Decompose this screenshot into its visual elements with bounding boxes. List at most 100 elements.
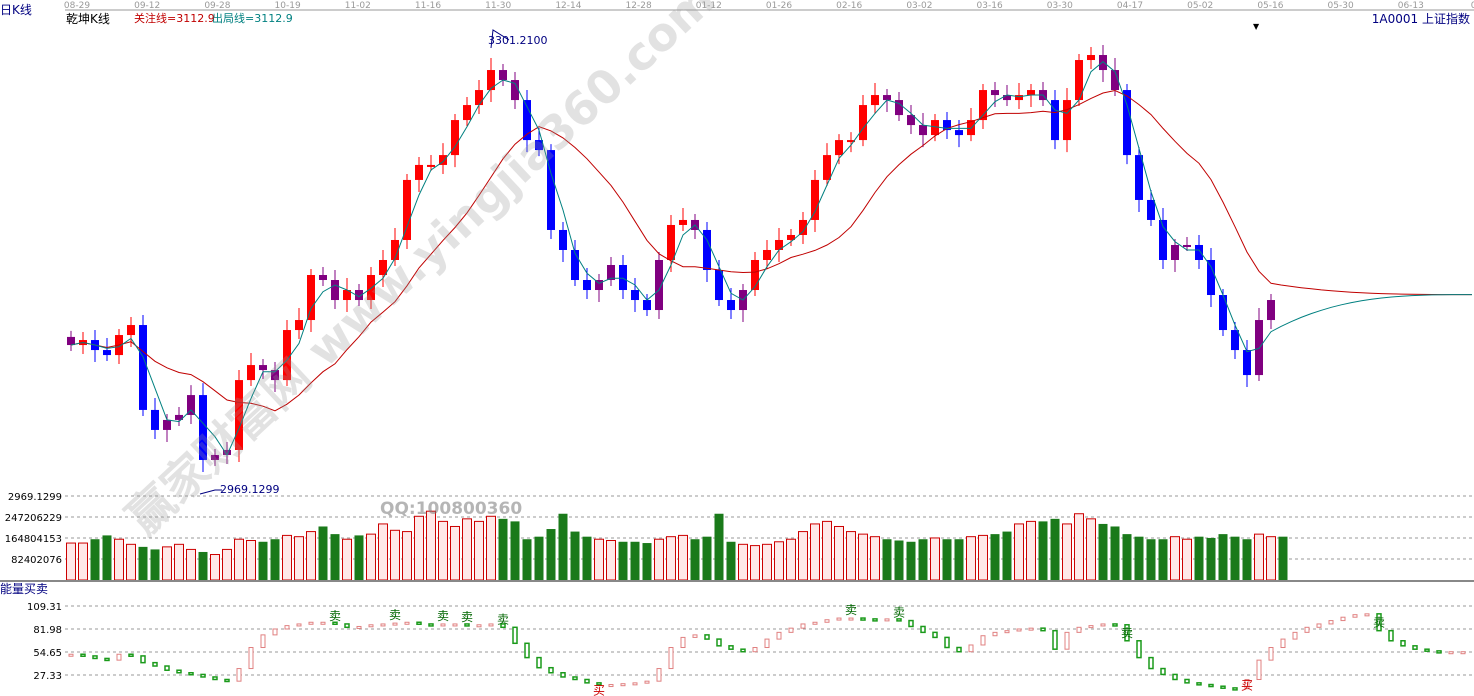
volume-bar <box>78 542 88 581</box>
energy-bar <box>1376 613 1382 632</box>
volume-bar <box>498 518 508 580</box>
candle-body <box>415 164 423 180</box>
volume-bar <box>1170 536 1180 581</box>
candle-body <box>883 95 891 101</box>
volume-bar <box>390 529 400 581</box>
date-tick-label: 09-12 <box>134 1 160 11</box>
volume-bar <box>1134 536 1144 580</box>
energy-bar <box>1148 656 1154 670</box>
energy-bar <box>692 634 698 638</box>
date-tick-label: 05-16 <box>1257 1 1283 11</box>
volume-bar <box>942 539 952 580</box>
candle-body <box>511 80 519 101</box>
candle-body <box>163 419 171 430</box>
volume-bar <box>1098 523 1108 580</box>
volume-bar <box>858 533 868 581</box>
energy-bar <box>1328 620 1334 625</box>
candle-body <box>403 179 411 240</box>
volume-bar <box>786 538 796 581</box>
energy-bar <box>836 617 842 621</box>
candle-body <box>139 325 147 410</box>
volume-bar <box>894 540 904 580</box>
date-tick-label: 11-02 <box>345 1 371 11</box>
candle-body <box>1051 100 1059 141</box>
energy-bar <box>716 638 722 647</box>
candle-body <box>151 409 159 430</box>
candle-body <box>535 140 543 151</box>
volume-bar <box>1206 537 1216 580</box>
volume-bar <box>966 536 976 581</box>
volume-bar <box>594 538 604 581</box>
energy-bar <box>776 631 782 640</box>
candle-body <box>1111 70 1119 91</box>
candle-body <box>1135 155 1143 200</box>
volume-bar <box>1086 518 1096 581</box>
volume-bar <box>1110 526 1120 580</box>
candle-body <box>799 219 807 235</box>
energy-bar <box>1244 678 1250 690</box>
volume-bar <box>834 525 844 581</box>
date-tick-label: 11-16 <box>415 1 441 11</box>
energy-bar <box>932 631 938 639</box>
candle-body <box>103 350 111 356</box>
candle-body <box>715 270 723 301</box>
energy-bar <box>884 618 890 622</box>
energy-bar <box>644 680 650 684</box>
triangle-down-icon[interactable]: ▼ <box>1253 22 1260 31</box>
volume-bar <box>534 536 544 580</box>
candle-body <box>463 105 471 121</box>
energy-bar <box>140 655 146 664</box>
volume-bar <box>66 542 76 581</box>
candle-body <box>619 265 627 291</box>
candle-body <box>271 370 279 381</box>
candle-body <box>847 140 855 143</box>
energy-bar <box>968 644 974 653</box>
date-tick-label: 12-14 <box>555 1 581 11</box>
candle-body <box>127 325 135 336</box>
energy-bar <box>1028 627 1034 631</box>
candle-body <box>331 280 339 301</box>
volume-bar <box>990 534 1000 580</box>
buy-signal: 买 <box>593 684 605 696</box>
period-label[interactable]: 日K线 <box>0 3 32 17</box>
volume-bar <box>210 554 220 581</box>
volume-bar <box>126 543 136 581</box>
energy-bar <box>308 621 314 625</box>
volume-bar <box>246 539 256 581</box>
volume-bar <box>102 535 112 580</box>
energy-bar <box>368 624 374 628</box>
volume-bar <box>870 536 880 581</box>
volume-bar <box>282 534 292 581</box>
volume-bar <box>582 536 592 580</box>
energy-bar <box>440 623 446 627</box>
candle-body <box>907 115 915 126</box>
energy-bar <box>1436 650 1442 654</box>
energy-bar <box>68 653 74 657</box>
energy-bar <box>1136 640 1142 659</box>
energy-bar <box>248 647 254 670</box>
energy-bar <box>1280 638 1286 649</box>
candle-body <box>211 454 219 460</box>
energy-bar <box>620 683 626 687</box>
candle-body <box>199 395 207 460</box>
candle-body <box>583 280 591 291</box>
energy-bar <box>1208 683 1214 688</box>
energy-bar <box>1088 625 1094 629</box>
energy-bar <box>536 656 542 669</box>
energy-bar <box>1064 631 1070 650</box>
energy-bar <box>224 678 230 683</box>
energy-bar <box>1352 614 1358 618</box>
energy-bar <box>908 619 914 628</box>
sell-signal: 卖 <box>497 612 509 626</box>
energy-bar <box>416 621 422 626</box>
energy-bar <box>548 666 554 674</box>
candle-body <box>979 90 987 121</box>
candle-body <box>1231 330 1239 351</box>
energy-bar <box>848 617 854 621</box>
volume-bar <box>798 531 808 581</box>
volume-bar <box>558 513 568 580</box>
energy-bar <box>1316 623 1322 628</box>
volume-bar <box>306 531 316 581</box>
candle-body <box>283 330 291 381</box>
